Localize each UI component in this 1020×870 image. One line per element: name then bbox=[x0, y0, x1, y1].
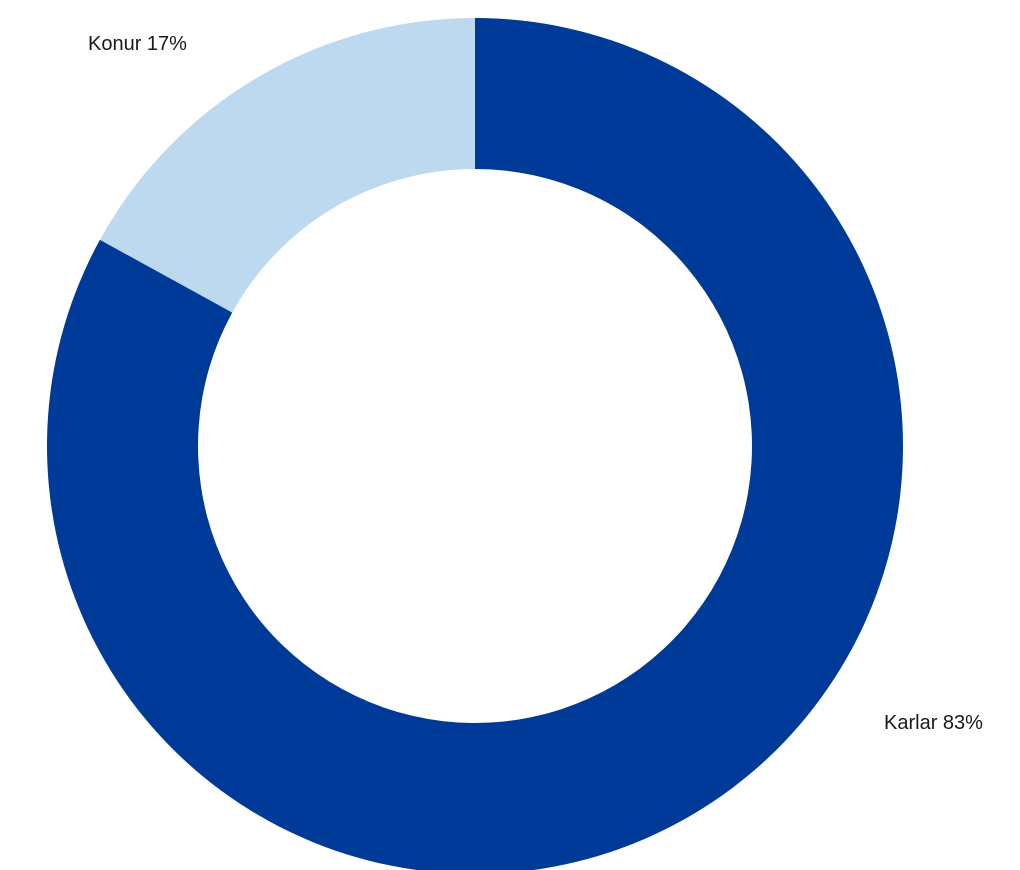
slice-label-konur: Konur 17% bbox=[88, 33, 187, 55]
slice-karlar bbox=[47, 18, 903, 870]
slice-konur bbox=[99, 18, 476, 313]
slice-label-karlar: Karlar 83% bbox=[884, 712, 983, 734]
slices-group bbox=[47, 18, 903, 870]
